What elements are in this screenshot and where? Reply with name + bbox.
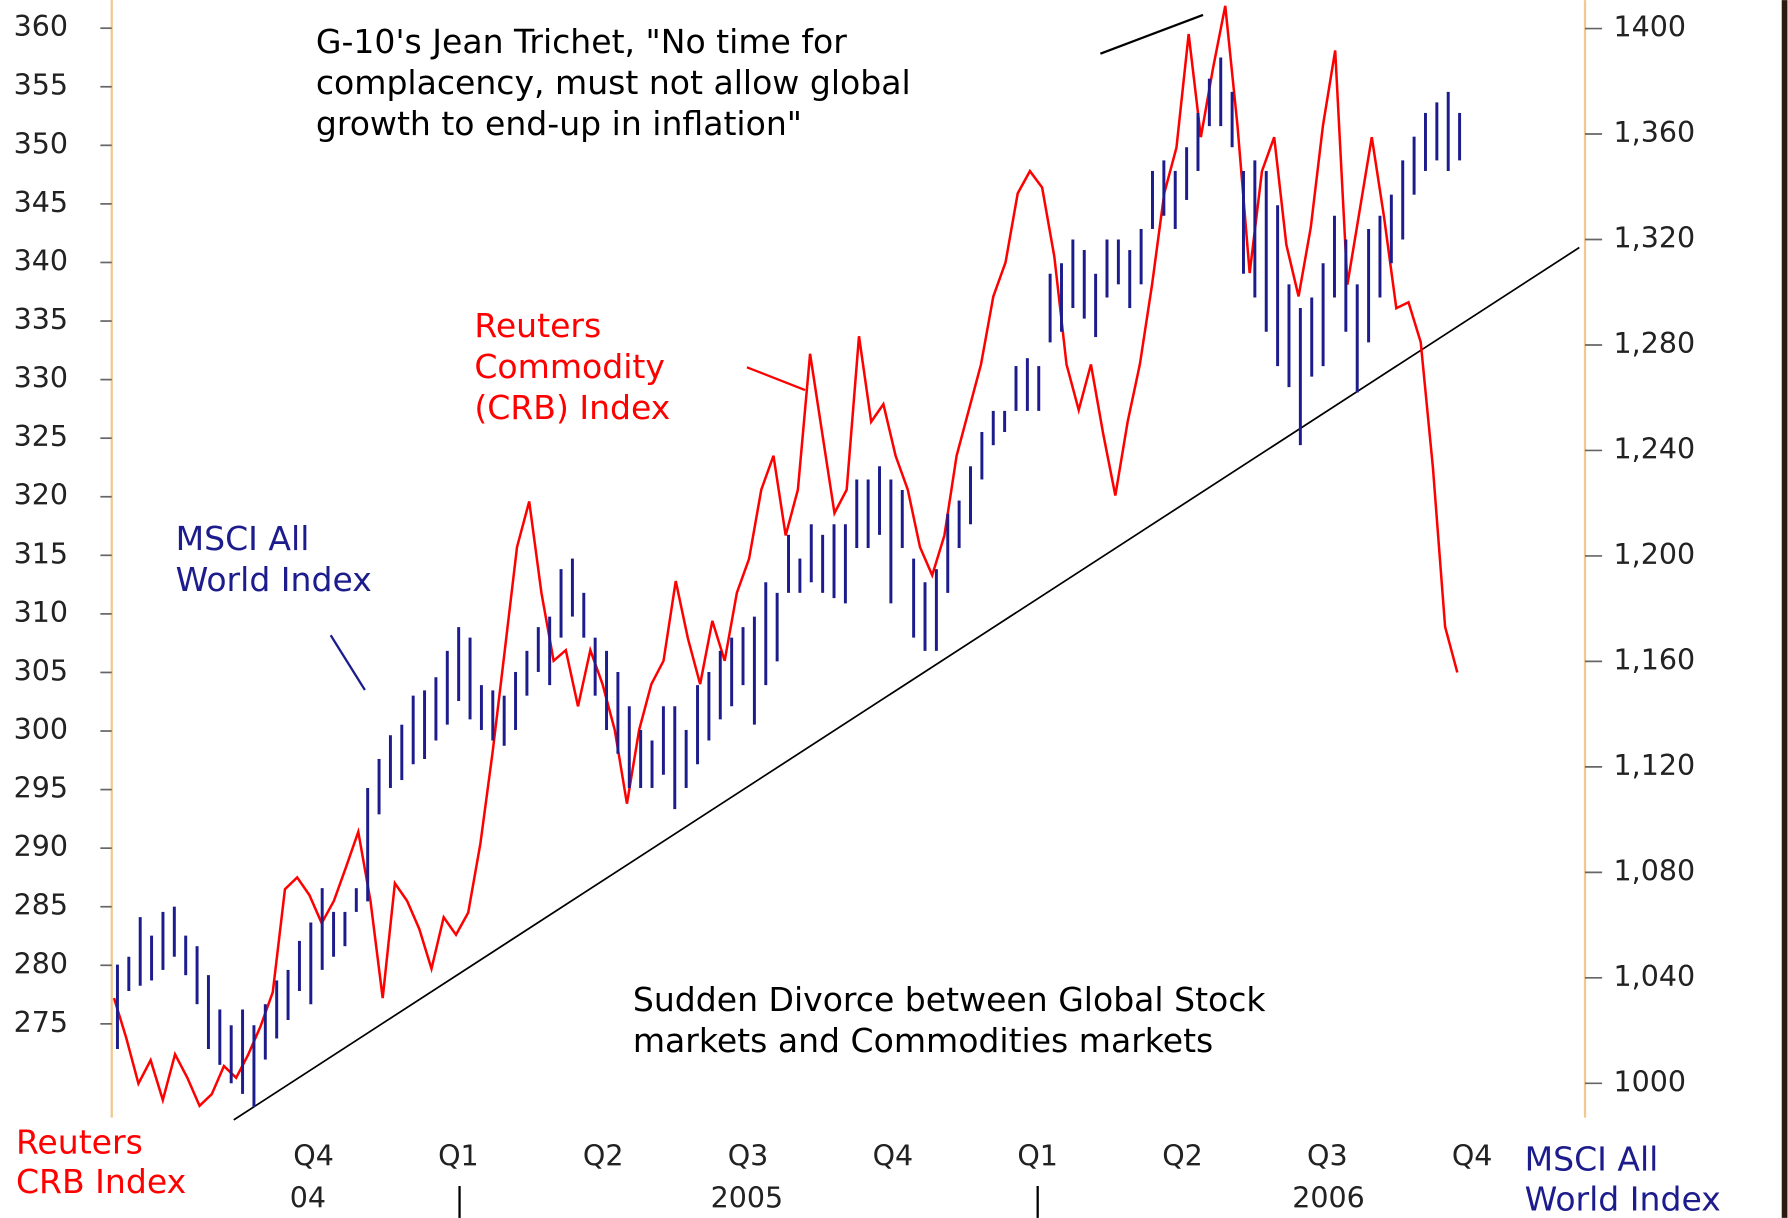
x-tick-label: Q4: [873, 1139, 914, 1172]
y-tick-label: 360: [14, 10, 68, 43]
pointer: [329, 634, 366, 691]
year-label: 2005: [711, 1182, 784, 1215]
y2-axis-label: MSCI All: [1525, 1139, 1659, 1178]
y2-tick-label: 1,240: [1614, 432, 1696, 465]
trend-line: [233, 246, 1580, 1121]
y2-tick-label: 1000: [1614, 1065, 1687, 1098]
y2-tick-label: 1,280: [1614, 327, 1696, 360]
annotation: markets and Commodities markets: [633, 1021, 1213, 1060]
y-axis-label: CRB Index: [16, 1162, 186, 1201]
annotation: G-10's Jean Trichet, "No time for: [316, 22, 847, 61]
y2-tick-label: 1,200: [1614, 538, 1696, 571]
y-tick-label: 275: [14, 1006, 68, 1039]
y-tick-label: 355: [14, 69, 68, 102]
y2-tick-label: 1,360: [1614, 116, 1696, 149]
pointer: [746, 366, 806, 392]
annotation: growth to end-up in inflation": [316, 104, 802, 143]
annotation: Reuters: [474, 306, 601, 345]
annotation: (CRB) Index: [474, 388, 670, 427]
x-tick-label: Q4: [293, 1139, 334, 1172]
y2-tick-label: 1,080: [1614, 854, 1696, 887]
annotation: MSCI All: [176, 519, 310, 558]
y-tick-label: 340: [14, 244, 68, 277]
x-tick-label: Q4: [1452, 1139, 1493, 1172]
y2-tick-label: 1,120: [1614, 749, 1696, 782]
y-tick-label: 295: [14, 772, 68, 805]
y-tick-label: 290: [14, 830, 68, 863]
y-tick-label: 285: [14, 889, 68, 922]
x-tick-label: Q3: [1307, 1139, 1348, 1172]
annotation: complacency, must not allow global: [316, 63, 911, 102]
x-tick-label: Q2: [583, 1139, 624, 1172]
pointer: [1099, 13, 1204, 55]
year-label: 04: [290, 1182, 326, 1215]
y-tick-label: 335: [14, 303, 68, 336]
crb-line: [112, 5, 1459, 1108]
y-tick-label: 310: [14, 596, 68, 629]
y2-tick-label: 1,320: [1614, 222, 1696, 255]
y-axis-label: Reuters: [16, 1122, 143, 1161]
x-tick-label: Q1: [1017, 1139, 1058, 1172]
y-tick-label: 330: [14, 362, 68, 395]
y-tick-label: 320: [14, 479, 68, 512]
annotation: Sudden Divorce between Global Stock: [633, 980, 1267, 1019]
y-tick-label: 305: [14, 654, 68, 687]
annotation: Commodity: [474, 347, 665, 386]
y2-tick-label: 1400: [1614, 11, 1687, 44]
y2-tick-label: 1,160: [1614, 643, 1696, 676]
x-tick-label: Q2: [1162, 1139, 1203, 1172]
y-tick-label: 280: [14, 947, 68, 980]
y-tick-label: 315: [14, 537, 68, 570]
year-label: 2006: [1292, 1182, 1365, 1215]
annotation: World Index: [176, 560, 372, 599]
y-tick-label: 300: [14, 713, 68, 746]
y-tick-label: 350: [14, 127, 68, 160]
y2-tick-label: 1,040: [1614, 960, 1696, 993]
y-tick-label: 345: [14, 186, 68, 219]
y2-axis-label: World Index: [1525, 1179, 1721, 1218]
y-tick-label: 325: [14, 420, 68, 453]
x-tick-label: Q3: [728, 1139, 769, 1172]
x-tick-label: Q1: [438, 1139, 479, 1172]
